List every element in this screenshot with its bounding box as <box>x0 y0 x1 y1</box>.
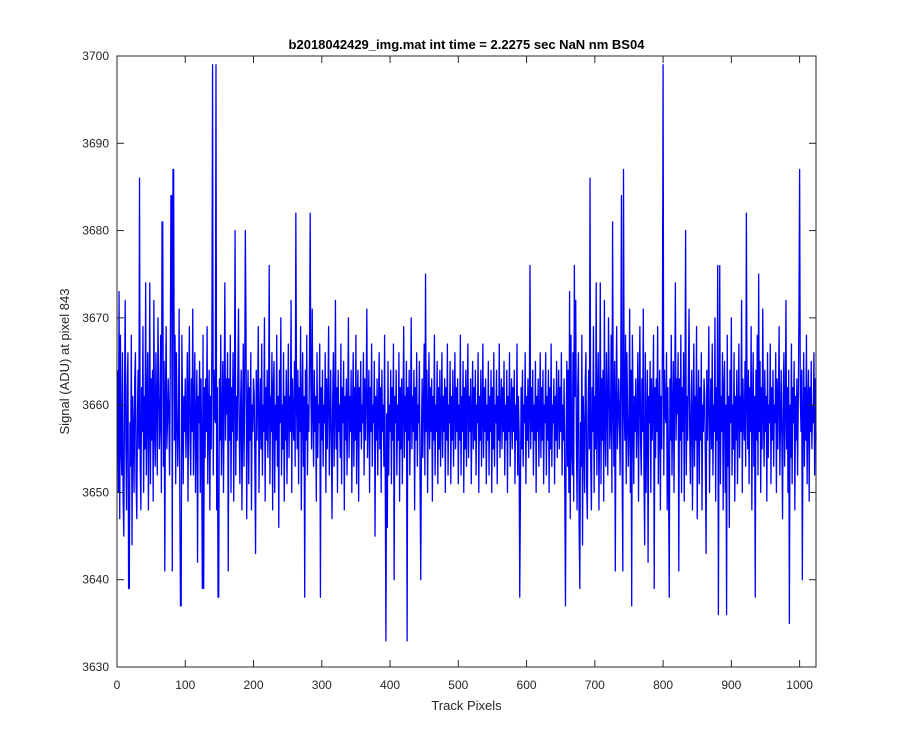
y-tick-label: 3690 <box>82 136 109 150</box>
chart-title: b2018042429_img.mat int time = 2.2275 se… <box>289 37 646 52</box>
y-axis-label: Signal (ADU) at pixel 843 <box>57 289 72 435</box>
x-axis-ticks: 0 100 200 300 400 500 600 700 800 900 1000 <box>114 56 813 692</box>
x-tick-label: 200 <box>244 678 264 692</box>
x-tick-label: 0 <box>114 678 121 692</box>
y-tick-label: 3660 <box>82 398 109 412</box>
x-tick-label: 400 <box>380 678 400 692</box>
x-tick-label: 900 <box>721 678 741 692</box>
x-tick-label: 800 <box>653 678 673 692</box>
y-tick-label: 3670 <box>82 311 109 325</box>
series-line-0 <box>117 64 817 642</box>
x-tick-label: 600 <box>517 678 537 692</box>
x-tick-label: 700 <box>585 678 605 692</box>
y-tick-label: 3700 <box>82 49 109 63</box>
x-tick-label: 300 <box>312 678 332 692</box>
y-axis-ticks: 3630 3640 3650 3660 3670 3680 3690 3700 <box>82 49 816 674</box>
x-tick-label: 100 <box>175 678 195 692</box>
y-tick-label: 3650 <box>82 485 109 499</box>
series-layer <box>117 64 817 642</box>
x-tick-label: 500 <box>448 678 468 692</box>
x-tick-label: 1000 <box>786 678 813 692</box>
y-tick-label: 3640 <box>82 573 109 587</box>
plot-area <box>117 56 816 667</box>
x-axis-label: Track Pixels <box>431 698 502 713</box>
axes-box <box>116 55 817 668</box>
y-tick-label: 3680 <box>82 224 109 238</box>
y-tick-label: 3630 <box>82 660 109 674</box>
